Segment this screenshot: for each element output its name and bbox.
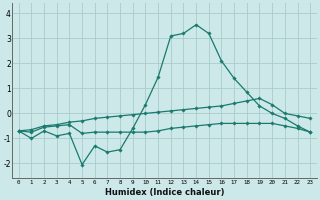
X-axis label: Humidex (Indice chaleur): Humidex (Indice chaleur) bbox=[105, 188, 224, 197]
